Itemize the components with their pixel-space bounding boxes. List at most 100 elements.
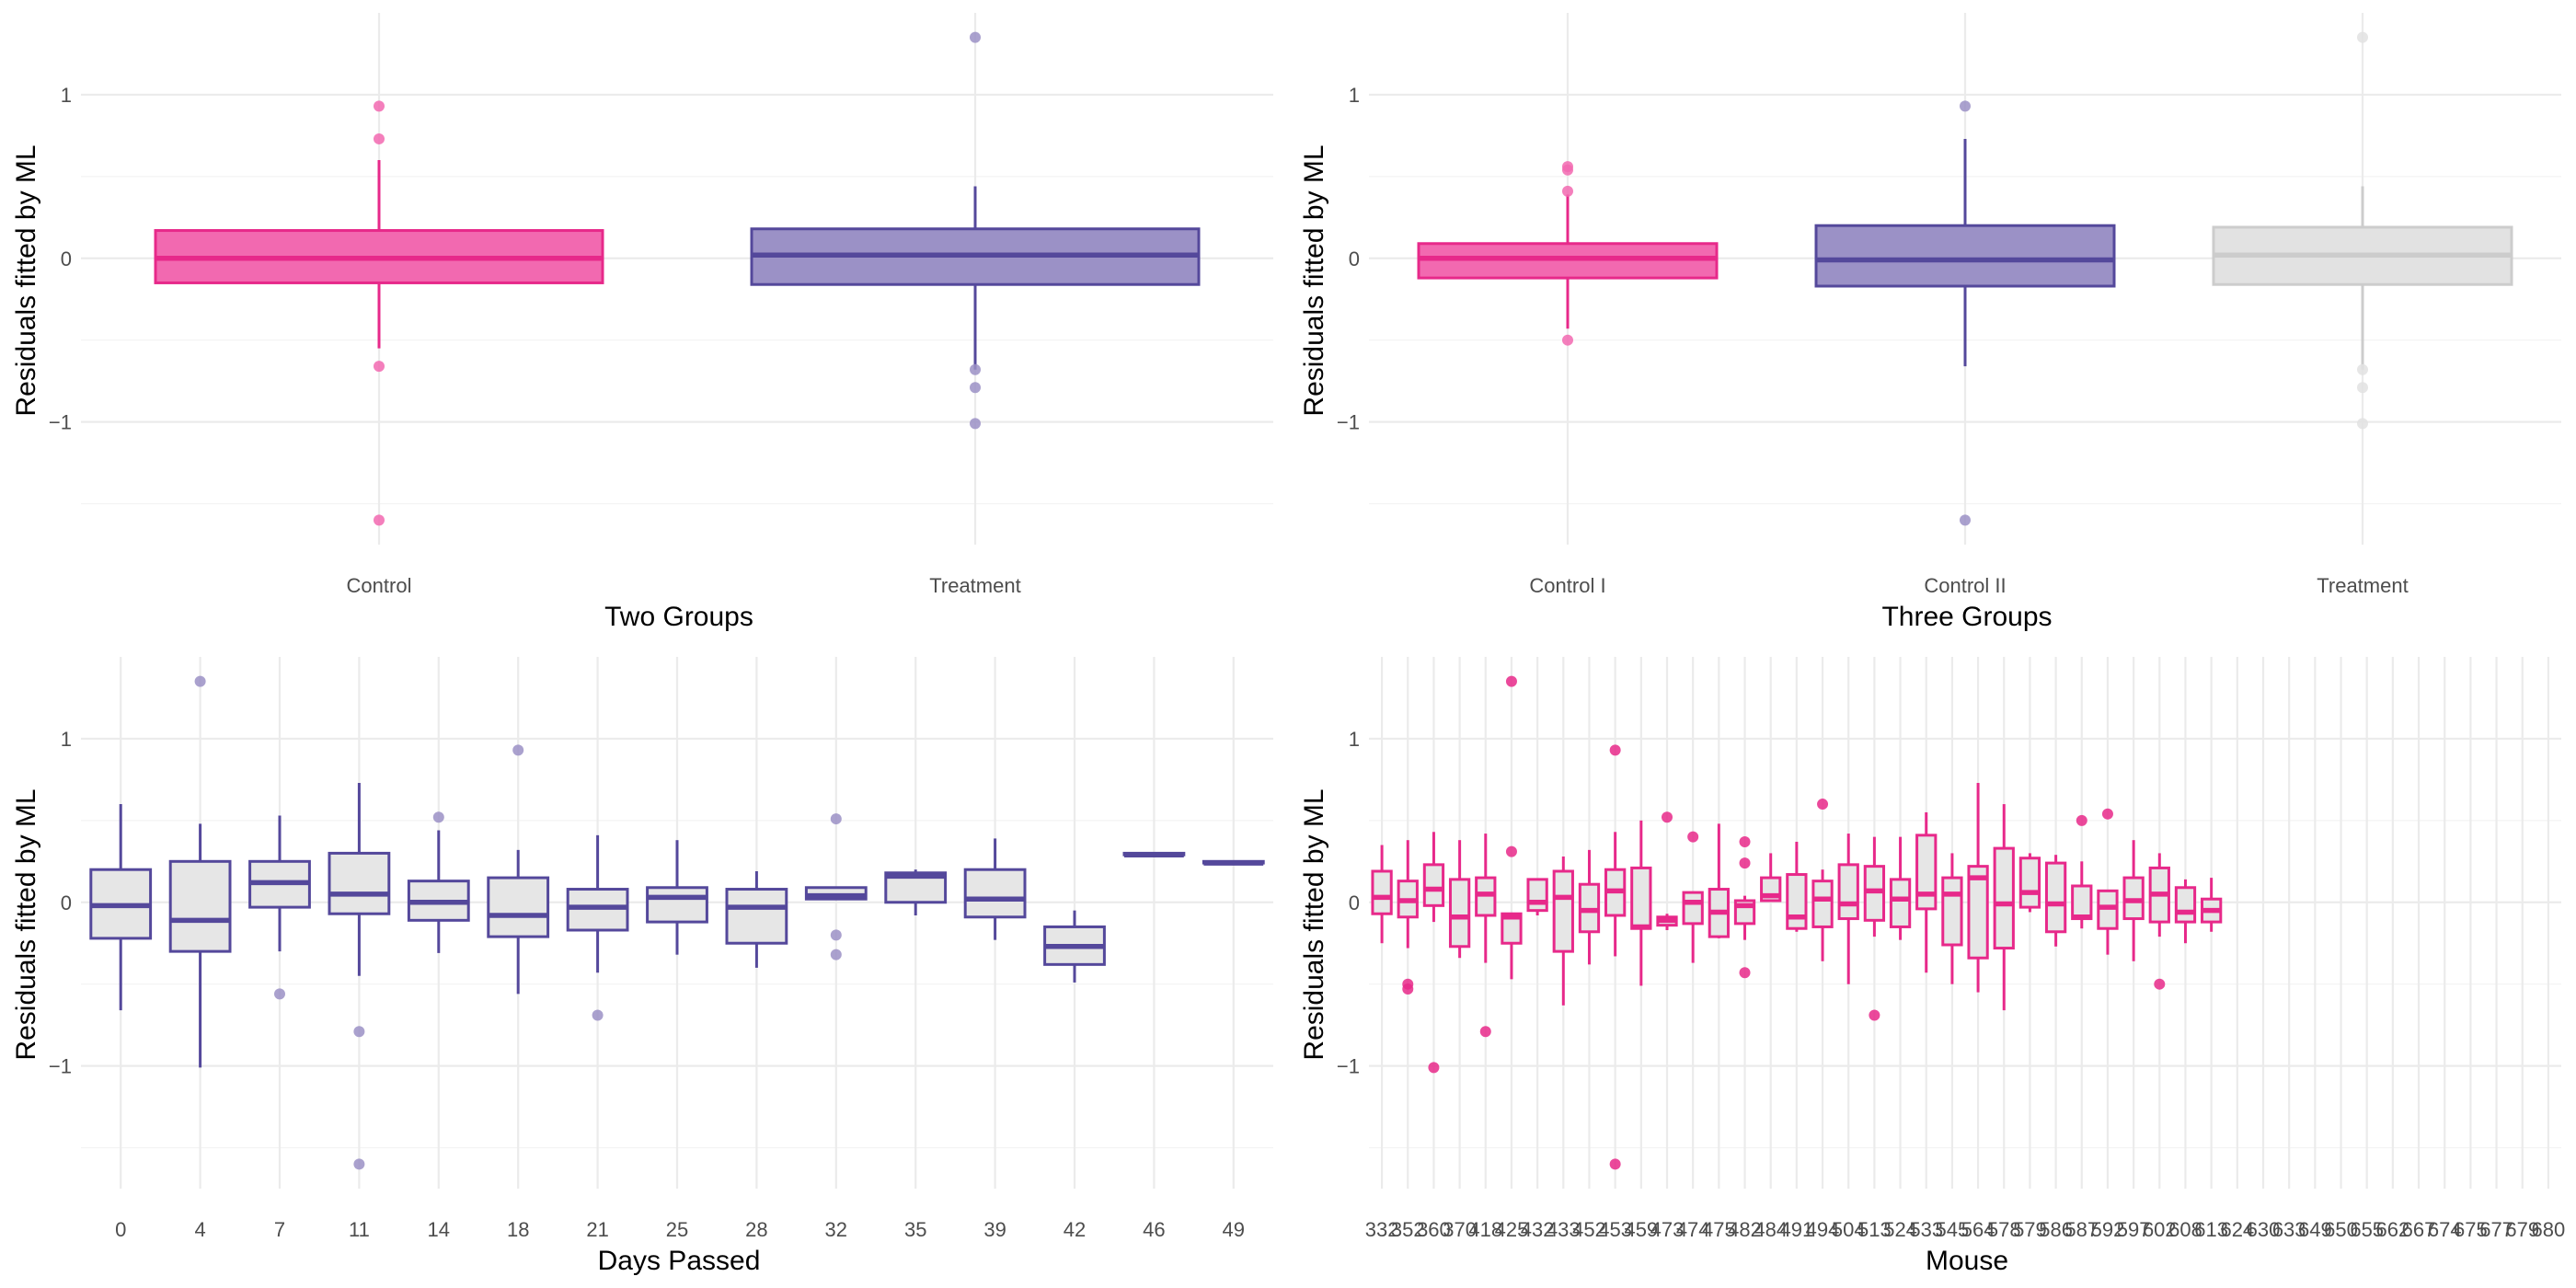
box-39 — [963, 838, 1027, 940]
x-tick-label: 42 — [1064, 1218, 1086, 1241]
box-11 — [328, 782, 391, 1170]
box-35 — [884, 869, 948, 915]
x-tick-label: 7 — [274, 1218, 285, 1241]
x-tick-label: 32 — [825, 1218, 847, 1241]
outlier-point — [1562, 334, 1573, 346]
box-Treatment — [750, 31, 1201, 430]
x-tick-label: 592 — [2091, 1218, 2125, 1241]
box-14 — [407, 811, 470, 953]
x-tick-label: 4 — [194, 1218, 205, 1241]
box-iqr — [1837, 863, 1859, 921]
x-tick-label: 482 — [1728, 1218, 1762, 1241]
outlier-point — [512, 744, 524, 756]
box-42 — [1043, 910, 1106, 983]
box-Control I — [1417, 161, 1719, 346]
x-tick-label: 679 — [2505, 1218, 2539, 1241]
box-Control — [154, 100, 604, 526]
box-iqr — [1630, 866, 1652, 930]
x-axis-title: Three Groups — [1881, 602, 2052, 632]
x-tick-label: 473 — [1650, 1218, 1685, 1241]
outlier-point — [1960, 514, 1971, 526]
box-32 — [804, 813, 868, 960]
x-tick-label: 46 — [1143, 1218, 1165, 1241]
box-587 — [2071, 814, 2093, 929]
x-tick-label: 662 — [2376, 1218, 2410, 1241]
y-axis-title: Residuals fitted by ML — [11, 788, 41, 1060]
box-494 — [1811, 799, 1834, 961]
x-tick-label: 667 — [2402, 1218, 2436, 1241]
box-482 — [1733, 835, 1756, 979]
box-iqr — [328, 851, 391, 915]
box-453 — [1604, 744, 1627, 1170]
y-tick-label: 0 — [1349, 247, 1360, 270]
y-axis-title: Residuals fitted by ML — [11, 144, 41, 416]
x-tick-label: 21 — [586, 1218, 608, 1241]
x-tick-label: 624 — [2220, 1218, 2254, 1241]
box-578 — [1993, 804, 2015, 1011]
box-613 — [2201, 878, 2223, 932]
x-tick-label: 475 — [1702, 1218, 1736, 1241]
x-tick-label: 370 — [1443, 1218, 1477, 1241]
y-axis-title: Residuals fitted by ML — [1299, 144, 1329, 416]
x-tick-label: 491 — [1780, 1218, 1814, 1241]
outlier-point — [374, 100, 385, 112]
outlier-point — [1687, 831, 1699, 843]
box-iqr — [1889, 878, 1912, 928]
outlier-point — [1739, 857, 1751, 869]
outlier-point — [1562, 185, 1573, 197]
box-iqr — [1967, 865, 1989, 960]
box-360 — [1422, 832, 1445, 1074]
outlier-point — [353, 1026, 365, 1038]
outlier-point — [1739, 967, 1751, 979]
outlier-point — [1739, 835, 1751, 847]
outlier-point — [2357, 418, 2368, 430]
x-tick-label: 597 — [2117, 1218, 2151, 1241]
x-tick-label: 474 — [1676, 1218, 1710, 1241]
y-tick-label: −1 — [1337, 1055, 1360, 1078]
x-axis-title: Two Groups — [604, 602, 753, 632]
x-tick-label: 504 — [1832, 1218, 1866, 1241]
box-iqr — [2071, 884, 2093, 921]
box-iqr — [1814, 224, 2116, 288]
x-tick-label: 18 — [507, 1218, 529, 1241]
x-tick-label: 453 — [1598, 1218, 1632, 1241]
box-25 — [646, 840, 708, 955]
x-tick-label: 579 — [2013, 1218, 2047, 1241]
y-tick-label: 0 — [61, 891, 72, 914]
x-tick-label: Control I — [1529, 574, 1605, 597]
outlier-point — [1662, 811, 1673, 823]
box-46 — [1122, 851, 1186, 857]
x-tick-label: 533 — [1909, 1218, 1943, 1241]
outlier-point — [374, 361, 385, 373]
x-tick-label: 452 — [1572, 1218, 1606, 1241]
outlier-point — [194, 675, 206, 687]
box-564 — [1967, 782, 1989, 993]
y-axis-title: Residuals fitted by ML — [1299, 788, 1329, 1060]
box-484 — [1760, 853, 1782, 903]
box-418 — [1475, 834, 1497, 1038]
box-608 — [2174, 879, 2197, 944]
outlier-point — [970, 31, 981, 43]
outlier-point — [374, 132, 385, 144]
x-tick-label: 425 — [1495, 1218, 1529, 1241]
outlier-point — [1609, 744, 1621, 756]
outlier-point — [830, 929, 842, 941]
x-tick-label: 650 — [2324, 1218, 2358, 1241]
x-tick-label: 633 — [2272, 1218, 2306, 1241]
box-352 — [1397, 840, 1419, 995]
y-tick-label: 1 — [1349, 728, 1360, 751]
x-tick-label: 649 — [2298, 1218, 2332, 1241]
outlier-point — [1428, 1062, 1440, 1074]
x-axis-title: Days Passed — [598, 1246, 761, 1276]
panel-mouse: −1 0 1 332352360370418425432433452453459473… — [1299, 657, 2565, 1276]
box-473 — [1656, 811, 1678, 931]
x-tick-label: 0 — [115, 1218, 126, 1241]
box-0 — [89, 804, 153, 1011]
box-597 — [2122, 840, 2145, 961]
box-49 — [1202, 859, 1265, 866]
box-533 — [1915, 811, 1938, 973]
x-tick-label: 545 — [1936, 1218, 1970, 1241]
x-tick-label: 513 — [1857, 1218, 1892, 1241]
box-iqr — [1941, 876, 1963, 947]
